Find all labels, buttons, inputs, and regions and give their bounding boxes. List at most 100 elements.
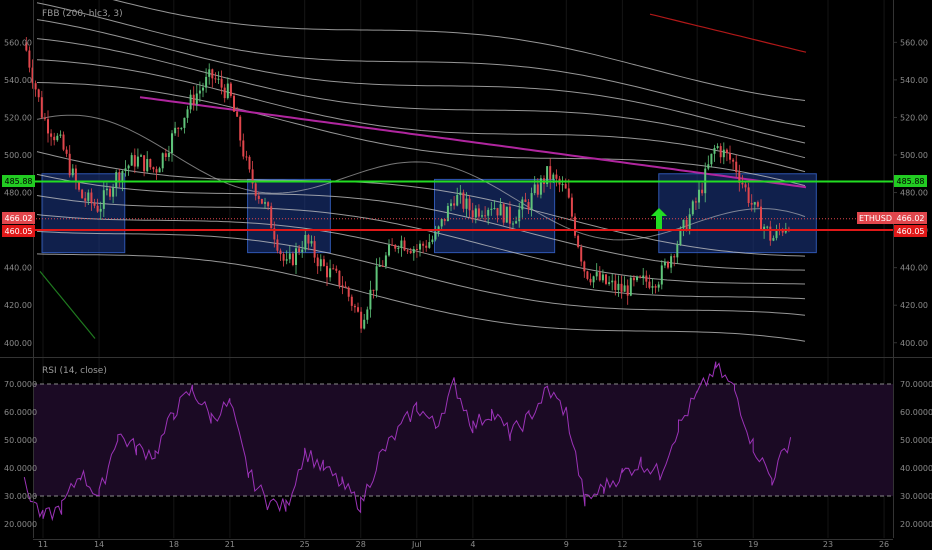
candle-body <box>422 243 425 246</box>
candle-body <box>406 250 409 252</box>
candle-body <box>682 219 685 229</box>
rsi-tick-label-left: 60.0000 <box>4 408 37 417</box>
candle-body <box>419 243 422 250</box>
candle-body <box>251 169 254 184</box>
candle-body <box>530 193 533 210</box>
candle-body <box>239 116 242 141</box>
candle-body <box>539 178 542 195</box>
candle-body <box>384 255 387 267</box>
candle-body <box>400 240 403 248</box>
candle-body <box>177 127 180 129</box>
candle-body <box>202 87 205 91</box>
fib-band-upper <box>36 2 806 128</box>
candle-body <box>43 117 46 120</box>
rsi-panel[interactable]: RSI (14, close) <box>23 361 893 522</box>
candle-body <box>415 249 418 251</box>
candle-body <box>747 187 750 204</box>
candle-body <box>242 140 245 157</box>
time-tick-label: 12 <box>617 540 627 549</box>
candle-body <box>28 50 31 68</box>
candle-body <box>446 205 449 222</box>
candle-body <box>366 309 369 320</box>
candle-body <box>722 149 725 158</box>
candle-body <box>220 78 223 88</box>
candle-body <box>140 155 143 157</box>
rsi-axis: 20.0000 20.0000 30.0000 30.0000 40.0000 40.00… <box>4 380 932 529</box>
candle-body <box>471 210 474 218</box>
candle-body <box>648 281 651 288</box>
candle-body <box>291 253 294 265</box>
candle-body <box>236 111 239 117</box>
candle-body <box>130 155 133 166</box>
candle-body <box>561 184 564 186</box>
candle-body <box>276 239 279 251</box>
candle-body <box>273 228 276 240</box>
candle-body <box>660 265 663 285</box>
candle-body <box>592 276 595 283</box>
candle-body <box>81 189 84 199</box>
candle-body <box>217 78 220 80</box>
candle-body <box>347 287 350 297</box>
candle-body <box>322 259 325 267</box>
candle-body <box>710 153 713 165</box>
candle-body <box>183 117 186 128</box>
time-tick-label: 11 <box>38 540 48 549</box>
indicator-label: FBB (200, hlc3, 3) <box>42 9 123 19</box>
candle-body <box>372 289 375 291</box>
candle-body <box>409 250 412 254</box>
time-tick-label: Jul <box>411 540 422 549</box>
rsi-tick-label-left: 20.0000 <box>4 520 37 529</box>
candle-body <box>719 146 722 158</box>
time-axis[interactable]: 11 14 18 21 25 28 Jul 4 9 12 16 19 23 26 <box>33 539 893 550</box>
candle-body <box>760 206 763 230</box>
up-arrow-icon <box>651 208 667 229</box>
candle-body <box>769 226 772 241</box>
last-price-badge-right: 466.02 <box>894 212 927 224</box>
candle-body <box>639 276 642 278</box>
price-tick-label: 520.00 <box>4 113 32 122</box>
candle-body <box>716 146 719 149</box>
candle-body <box>133 155 136 167</box>
candle-body <box>642 275 645 278</box>
candle-body <box>614 280 617 291</box>
candle-body <box>326 266 329 278</box>
candle-body <box>332 268 335 270</box>
candle-body <box>47 119 50 134</box>
time-tick-label: 4 <box>470 540 475 549</box>
upper-outer-band <box>649 13 807 53</box>
candle-body <box>654 286 657 288</box>
candle-body <box>552 174 555 180</box>
candle-body <box>319 259 322 267</box>
candle-body <box>611 280 614 283</box>
price-tick-label: 500.00 <box>4 151 32 160</box>
candle-body <box>694 201 697 203</box>
rsi-tick-label: 60.0000 <box>900 408 932 417</box>
svg-text:485.88: 485.88 <box>897 177 925 186</box>
candle-body <box>741 182 744 185</box>
price-panel[interactable]: FBB (200, hlc3, 3) <box>25 0 893 342</box>
candle-body <box>192 94 195 105</box>
candle-body <box>391 244 394 246</box>
candle-body <box>195 93 198 105</box>
candle-body <box>307 235 310 244</box>
candle-body <box>431 239 434 243</box>
rsi-tick-label: 70.0000 <box>900 380 932 389</box>
candle-body <box>329 268 332 278</box>
candle-body <box>440 219 443 227</box>
support-badge-right: 460.05 <box>894 225 927 237</box>
candle-body <box>341 285 344 287</box>
candle-body <box>443 219 446 222</box>
candle-body <box>102 190 105 209</box>
rsi-tick-label-left: 70.0000 <box>4 380 37 389</box>
candle-body <box>725 149 728 154</box>
candle-body <box>487 209 490 216</box>
candle-body <box>124 168 127 172</box>
svg-text:460.05: 460.05 <box>5 227 33 236</box>
consolidation-box <box>434 178 556 254</box>
candle-body <box>508 206 511 224</box>
support-badge-left: 460.05 <box>2 225 35 237</box>
consolidation-box <box>658 173 817 254</box>
candle-body <box>732 159 735 162</box>
fib-band-lower <box>36 214 806 300</box>
rsi-tick-label-left: 40.0000 <box>4 464 37 473</box>
